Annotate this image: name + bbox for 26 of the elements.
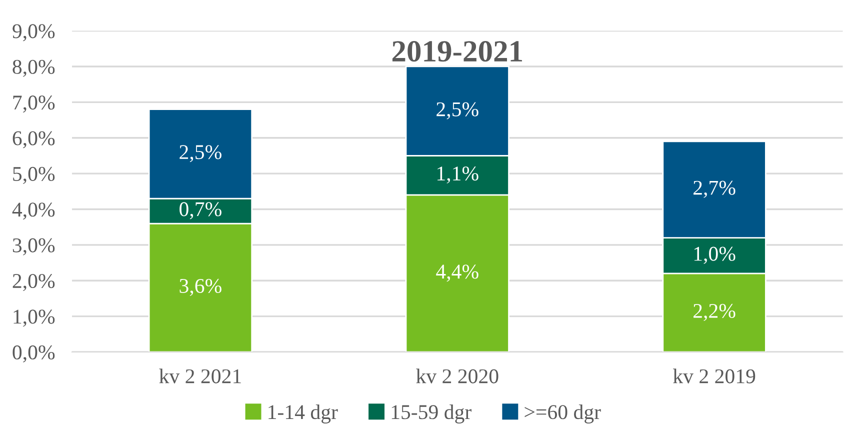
data-label: 3,6% (180, 278, 222, 296)
y-tick-label: 7,0% (13, 96, 55, 113)
legend-label: 15-59 dgr (392, 404, 472, 424)
chart-title: 2019-2021 (392, 41, 522, 62)
data-label: 2,5% (436, 102, 478, 120)
x-tick-label: kv 2 2019 (673, 368, 756, 384)
data-label: 0,7% (180, 202, 222, 220)
y-tick-label: 0,0% (12, 345, 55, 362)
y-tick-label: 3,0% (12, 238, 55, 256)
legend-label: >=60 dgr (524, 404, 601, 424)
data-label: 2,2% (694, 304, 736, 321)
legend-label: 1-14 dgr (268, 404, 338, 424)
y-tick-label: 9,0% (12, 24, 55, 42)
data-label: 2,7% (694, 180, 736, 198)
data-label: 1,1% (438, 166, 478, 184)
data-label: 1,0% (694, 246, 736, 264)
x-tick-label: kv 2 2021 (159, 368, 241, 384)
data-label: 2,5% (180, 145, 222, 162)
y-tick-label: 6,0% (12, 131, 55, 148)
y-tick-label: 2,0% (12, 274, 55, 292)
x-tick-label: kv 2 2020 (416, 368, 498, 384)
y-tick-label: 5,0% (13, 166, 55, 184)
y-tick-label: 8,0% (12, 60, 55, 77)
y-tick-label: 4,0% (12, 202, 55, 220)
data-label: 4,4% (436, 264, 478, 282)
y-tick-label: 1,0% (14, 310, 55, 327)
